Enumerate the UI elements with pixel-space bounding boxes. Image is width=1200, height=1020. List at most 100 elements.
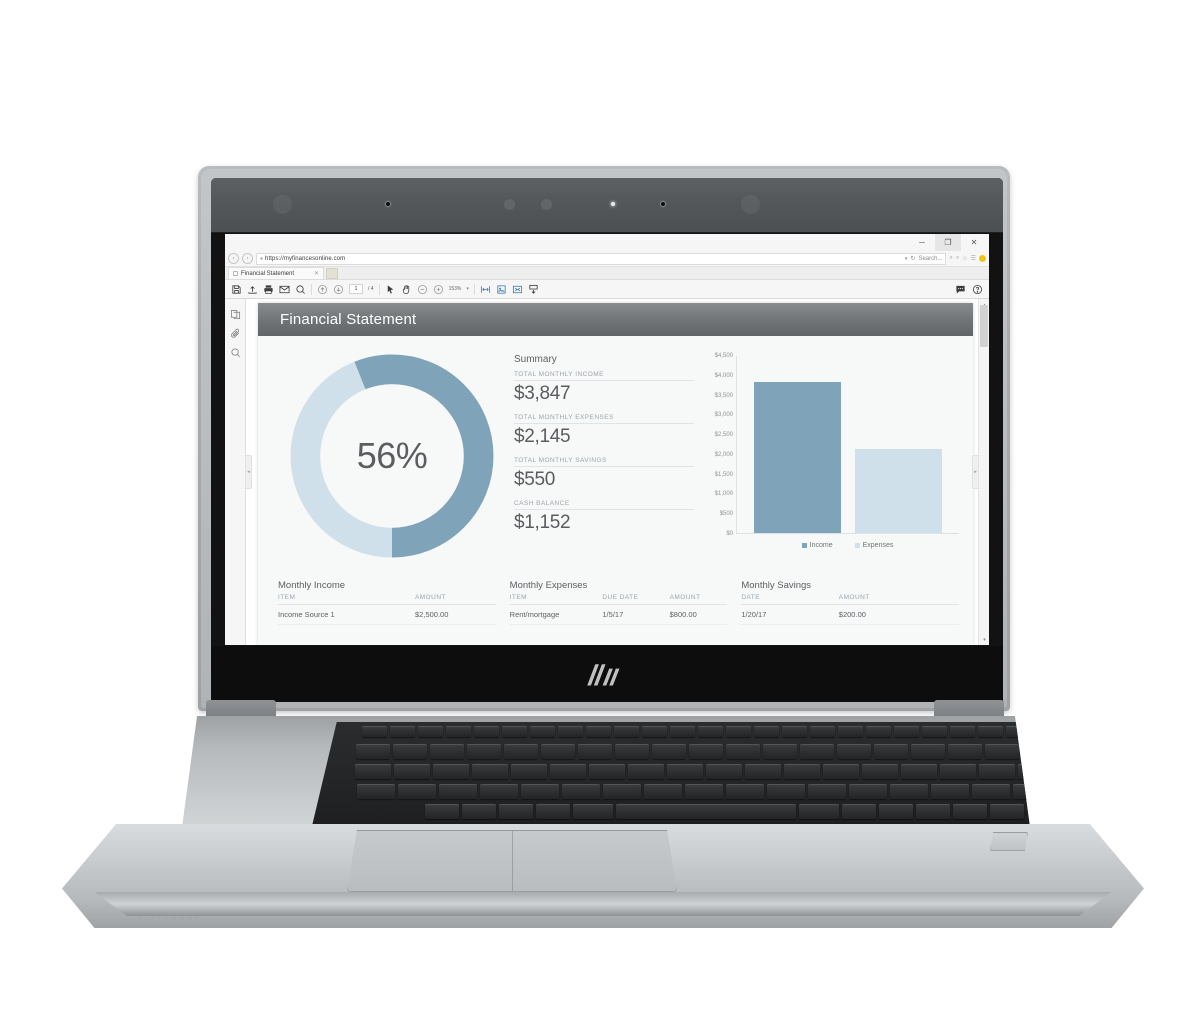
key[interactable] [669, 726, 695, 737]
key[interactable] [901, 764, 937, 779]
key[interactable] [438, 784, 477, 799]
key[interactable] [745, 764, 781, 779]
key[interactable] [466, 744, 501, 759]
download-icon[interactable] [528, 284, 539, 295]
key[interactable] [725, 784, 764, 799]
cursor-icon[interactable] [385, 284, 396, 295]
key[interactable] [1034, 726, 1059, 737]
key[interactable] [429, 744, 464, 759]
key[interactable] [979, 764, 1015, 779]
collapse-right-handle[interactable]: ▸ [972, 455, 978, 489]
key[interactable] [893, 726, 919, 737]
hand-icon[interactable] [401, 284, 412, 295]
key[interactable] [615, 804, 796, 819]
key[interactable] [643, 784, 682, 799]
key[interactable] [865, 726, 891, 737]
key[interactable] [753, 726, 779, 737]
key[interactable] [725, 744, 760, 759]
save-icon[interactable] [231, 284, 242, 295]
chevron-down-icon[interactable]: ▾ [904, 255, 908, 262]
search-scope-icon[interactable]: ⌕ [949, 255, 953, 261]
key[interactable] [766, 784, 805, 799]
zoom-dropdown-caret-icon[interactable]: ▾ [466, 286, 469, 292]
key[interactable] [572, 804, 613, 819]
key[interactable] [809, 726, 835, 737]
key[interactable] [389, 726, 415, 737]
key[interactable] [799, 744, 834, 759]
fingerprint-reader[interactable] [990, 832, 1028, 851]
key[interactable] [873, 744, 908, 759]
key[interactable] [940, 764, 976, 779]
key[interactable] [952, 804, 987, 819]
key[interactable] [862, 764, 898, 779]
new-tab-button[interactable] [326, 268, 338, 279]
key[interactable] [472, 764, 508, 779]
key[interactable] [1059, 744, 1093, 759]
search-icon[interactable] [230, 347, 241, 358]
key[interactable] [725, 726, 751, 737]
refresh-icon[interactable]: ↻ [910, 256, 916, 262]
pages-icon[interactable] [230, 309, 241, 320]
key[interactable] [688, 744, 723, 759]
key[interactable] [433, 764, 469, 779]
key[interactable] [501, 726, 527, 737]
fullscreen-icon[interactable] [512, 284, 523, 295]
print-icon[interactable] [263, 284, 274, 295]
collapse-left-handle[interactable]: ◂ [246, 455, 252, 489]
key[interactable] [529, 726, 555, 737]
tab-financial-statement[interactable]: Financial Statement ✕ [228, 267, 324, 279]
key[interactable] [577, 744, 612, 759]
key[interactable] [479, 784, 518, 799]
key[interactable] [878, 804, 913, 819]
help-icon[interactable] [972, 284, 983, 295]
back-button[interactable]: ‹ [228, 253, 239, 264]
key[interactable] [424, 804, 459, 819]
key[interactable] [949, 726, 975, 737]
key[interactable] [947, 744, 982, 759]
key[interactable] [355, 744, 390, 759]
key[interactable] [781, 726, 807, 737]
key[interactable] [762, 744, 797, 759]
key[interactable] [841, 804, 876, 819]
key[interactable] [602, 784, 641, 799]
key[interactable] [921, 726, 947, 737]
trackpad[interactable] [347, 830, 677, 892]
page-number-input[interactable]: 1 [349, 284, 363, 294]
find-icon[interactable] [295, 284, 306, 295]
favorite-star-icon[interactable]: ☆ [962, 256, 968, 262]
key[interactable] [520, 784, 559, 799]
key[interactable] [984, 744, 1019, 759]
restore-button[interactable]: ❐ [935, 234, 961, 251]
key[interactable] [397, 784, 436, 799]
key[interactable] [613, 726, 639, 737]
hub-icon[interactable]: ☰ [970, 256, 976, 262]
key[interactable] [535, 804, 570, 819]
key[interactable] [356, 784, 395, 799]
key[interactable] [589, 764, 625, 779]
scroll-up-arrow-icon[interactable]: ▴ [979, 299, 989, 310]
key[interactable] [641, 726, 667, 737]
arrow-down-circle-icon[interactable] [333, 284, 344, 295]
key[interactable] [837, 726, 863, 737]
fit-page-icon[interactable] [496, 284, 507, 295]
key[interactable] [684, 784, 723, 799]
email-icon[interactable] [279, 284, 290, 295]
key[interactable] [1054, 784, 1092, 799]
key[interactable] [461, 804, 496, 819]
key[interactable] [971, 784, 1010, 799]
key[interactable] [511, 764, 547, 779]
key[interactable] [557, 726, 583, 737]
key[interactable] [1012, 784, 1032, 799]
key[interactable] [355, 764, 391, 779]
key[interactable] [392, 744, 427, 759]
key[interactable] [836, 744, 871, 759]
reading-view-icon[interactable]: ⌕ [955, 255, 960, 261]
key[interactable] [473, 726, 499, 737]
search-placeholder[interactable]: Search... [918, 255, 943, 262]
key[interactable] [807, 784, 846, 799]
key[interactable] [628, 764, 664, 779]
key[interactable] [503, 744, 538, 759]
key[interactable] [989, 804, 1024, 819]
key[interactable] [585, 726, 611, 737]
key[interactable] [977, 726, 1003, 737]
